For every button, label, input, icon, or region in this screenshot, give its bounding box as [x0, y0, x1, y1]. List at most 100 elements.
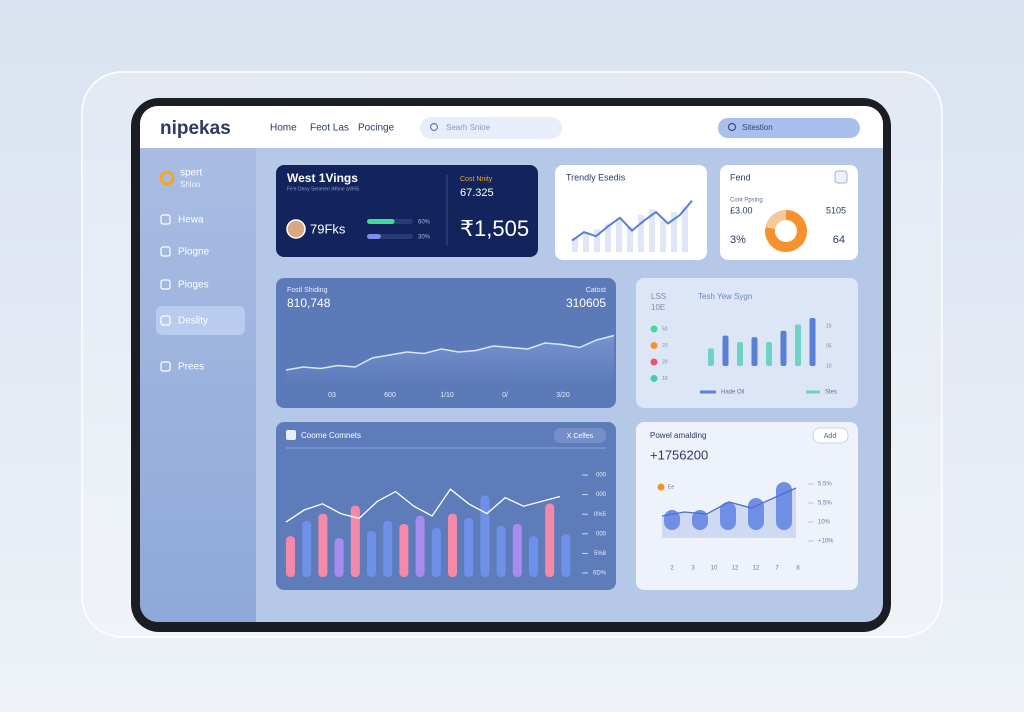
bar	[512, 523, 522, 577]
summary-card	[276, 165, 538, 257]
legend-text: Ee	[668, 484, 674, 490]
card-title: Powel amalding	[650, 431, 706, 440]
nav-icon	[160, 315, 171, 326]
footer-label: Stes	[825, 390, 837, 396]
brand-line: Shlon	[180, 180, 200, 189]
kpi-label: Cost Nnity	[460, 176, 493, 183]
donut-segment	[765, 210, 787, 230]
y-label: 0%5	[594, 512, 607, 518]
right-title: Catost	[586, 287, 606, 294]
nav-icon	[160, 214, 171, 225]
trend-bar	[638, 214, 644, 252]
filter-button[interactable]	[554, 428, 606, 443]
trend-bar	[572, 237, 578, 252]
nav-link[interactable]: Pocinge	[358, 123, 395, 134]
bar	[748, 498, 764, 530]
kpi-small: 67.325	[460, 187, 494, 199]
sidebar-item[interactable]: Pioges	[178, 280, 209, 291]
x-label: 1/10	[440, 392, 454, 399]
trend-bar	[682, 206, 688, 252]
trend-bar	[660, 220, 666, 252]
legend-label: 10	[662, 376, 668, 382]
bar	[529, 536, 538, 577]
bars-card	[636, 278, 858, 408]
bar	[318, 513, 328, 577]
x-label: 12	[753, 566, 760, 572]
search-box[interactable]	[420, 117, 562, 139]
y-label: 5.5%	[818, 501, 832, 507]
progress-label: 30%	[418, 235, 431, 241]
nav-link[interactable]: Home	[270, 123, 297, 134]
x-label: 2	[670, 566, 674, 572]
trend-bar	[616, 217, 622, 252]
sidebar-item[interactable]: Plogne	[178, 247, 210, 258]
bar	[286, 536, 295, 577]
sidebar-item[interactable]: Prees	[178, 362, 204, 373]
modeling-card	[636, 422, 858, 590]
bar	[561, 534, 571, 577]
nav-icon	[160, 246, 171, 257]
active-item	[156, 306, 245, 335]
card-title: Fend	[730, 172, 751, 182]
legend-dot	[650, 342, 658, 349]
trend-bar	[583, 232, 589, 252]
bar	[302, 520, 312, 577]
bottom-left: 3%	[730, 234, 746, 246]
x-label: 8	[796, 566, 800, 572]
bar	[776, 482, 792, 530]
bar	[415, 515, 425, 577]
sidebar	[140, 148, 256, 622]
legend-label: 20	[662, 343, 668, 349]
kpi-big: ₹1,505	[460, 216, 529, 241]
sidebar-item[interactable]: Deslity	[178, 316, 208, 327]
add-button[interactable]	[812, 427, 849, 444]
nav-link[interactable]: Feot Las	[310, 123, 349, 134]
bar	[751, 337, 758, 366]
x-label: 0/	[502, 392, 508, 399]
legend-dot	[650, 325, 658, 333]
logo: nipekas	[160, 118, 231, 139]
bar	[795, 324, 801, 366]
nav-icon	[160, 361, 171, 372]
card-icon	[286, 430, 296, 440]
side-label: 10E	[651, 303, 665, 312]
bar	[692, 510, 708, 530]
progress-bar	[367, 234, 381, 239]
card-title: Fostl Shiding	[287, 287, 328, 294]
x-label: 3	[691, 566, 695, 572]
brand-line: spert	[180, 168, 202, 179]
y-label: 6D%	[593, 571, 607, 577]
x-label: 3/20	[556, 392, 570, 399]
checkbox[interactable]	[834, 170, 848, 184]
screen: nipekas Searh Snioe Sitestion spert Shlo…	[140, 106, 883, 622]
right-value: 310605	[566, 296, 606, 310]
bar	[737, 342, 743, 366]
legend-label: 20	[662, 359, 668, 365]
side-label: LSS	[651, 292, 666, 301]
model-line	[661, 487, 797, 517]
bar	[766, 342, 772, 366]
sidebar-item[interactable]: Hewa	[178, 215, 204, 226]
search-right-text: Sitestion	[742, 123, 773, 132]
search-right[interactable]	[718, 118, 860, 138]
bar	[464, 517, 474, 577]
trend-line	[571, 200, 693, 242]
footer-label: Hade Oil	[721, 390, 744, 396]
bar	[809, 318, 816, 366]
y-label: 10	[826, 363, 832, 369]
left-value: £3.00	[730, 205, 753, 215]
bar	[448, 513, 457, 577]
x-label: 600	[384, 392, 396, 399]
legend-label: 50	[662, 326, 668, 332]
bar	[480, 495, 490, 577]
bar	[334, 538, 344, 577]
search-icon	[727, 122, 737, 132]
button-text: Add	[824, 433, 837, 440]
search-placeholder: Searh Snioe	[446, 123, 491, 132]
x-label: 12	[732, 566, 739, 572]
user-value: 79Fks	[310, 221, 346, 236]
brand-icon	[159, 170, 175, 186]
y-label: +10%	[818, 539, 834, 545]
y-label: 5.5%	[818, 482, 832, 488]
